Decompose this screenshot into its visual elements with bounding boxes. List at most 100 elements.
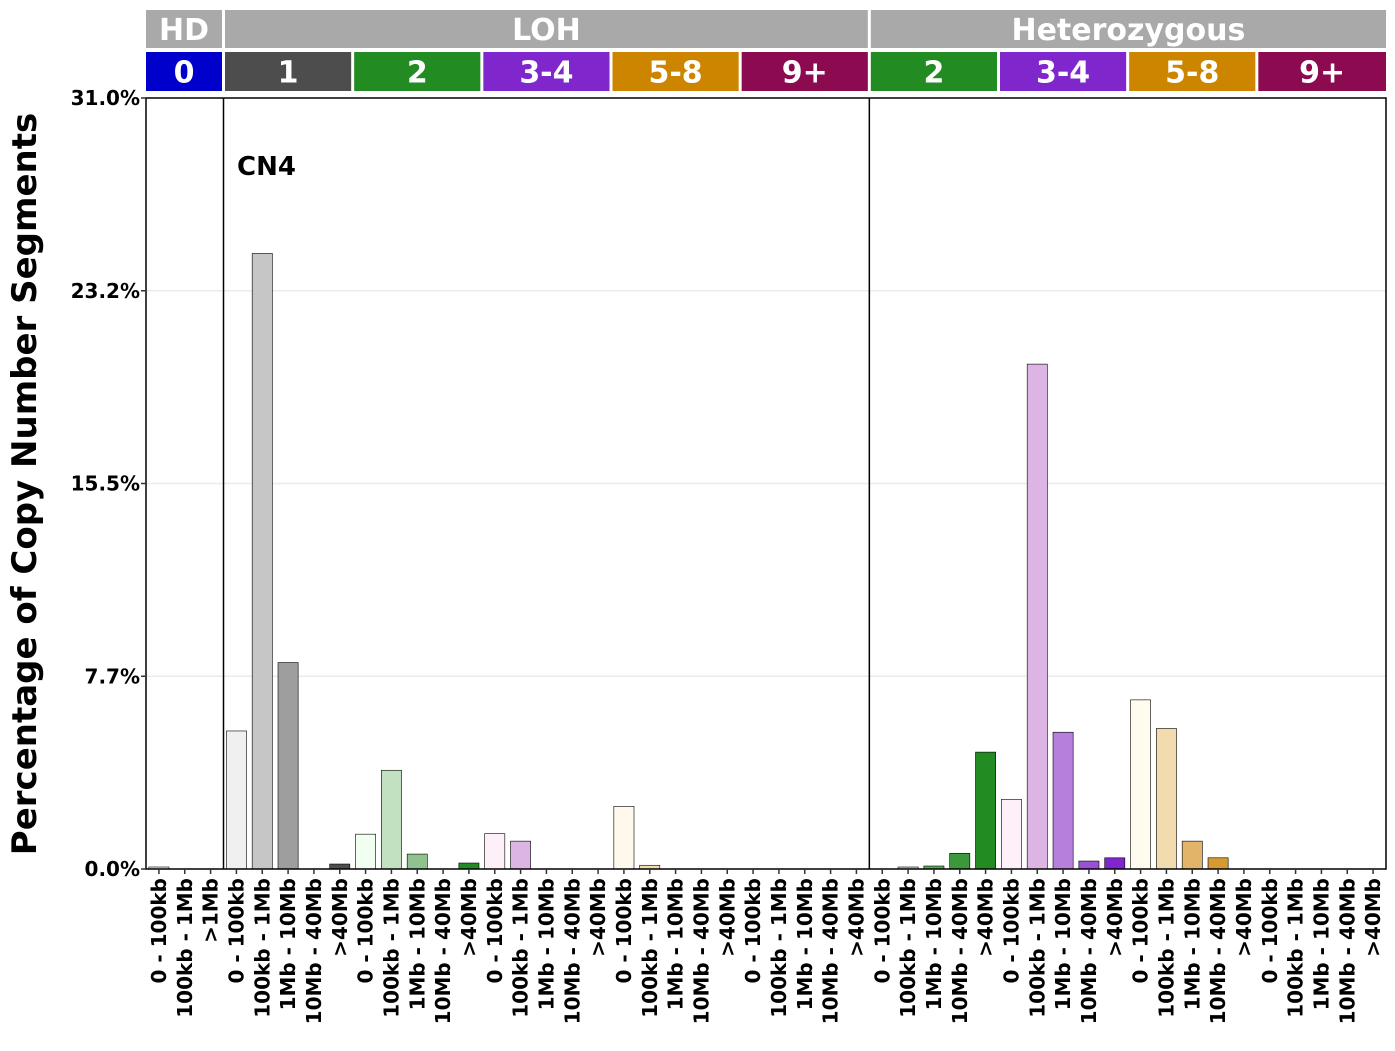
x-tick-label: 1Mb - 10Mb <box>1051 878 1075 1010</box>
x-tick-label: 10Mb - 40Mb <box>431 878 455 1024</box>
facet-strips: HD LOH Heterozygous 0 1 2 3-4 5-8 9+ 2 3-4 5-8 9+ <box>146 10 1386 91</box>
x-tick-label: 10Mb - 40Mb <box>819 878 843 1024</box>
x-tick-label: 100kb - 1Mb <box>1284 878 1308 1018</box>
bar <box>1001 799 1022 870</box>
top-strip-label: HD <box>159 13 209 48</box>
x-tick-label: >40Mb <box>715 878 739 957</box>
x-tick-label: 10Mb - 40Mb <box>560 878 584 1024</box>
sub-strip-label: 3-4 <box>1036 56 1090 91</box>
x-tick-label: 10Mb - 40Mb <box>1206 878 1230 1024</box>
x-axis: 0 - 100kb 100kb - 1Mb >1Mb 0 - 100kb 100kb -… <box>147 869 1385 1024</box>
x-tick-label: 0 - 100kb <box>354 878 378 984</box>
sub-strip-label: 2 <box>407 56 428 91</box>
bar <box>406 853 428 870</box>
top-strip-0 <box>146 10 222 48</box>
x-tick-label: 100kb - 1Mb <box>638 878 662 1018</box>
bar <box>1052 731 1074 870</box>
grid-lines <box>146 290 1386 677</box>
sub-strip-label: 9+ <box>782 56 828 91</box>
sub-strip-1 <box>225 52 352 91</box>
x-tick-label: 0 - 100kb <box>612 878 636 984</box>
top-strip-label: Heterozygous <box>1011 13 1245 48</box>
x-tick-label: 100kb - 1Mb <box>767 878 791 1018</box>
y-tick-label: 7.7% <box>85 664 140 688</box>
x-tick-label: 0 - 100kb <box>147 878 171 984</box>
bar <box>251 253 273 870</box>
y-tick-label: 23.2% <box>71 279 140 303</box>
bar <box>1078 860 1100 870</box>
sub-strip-0 <box>146 52 222 91</box>
x-tick-label: 0 - 100kb <box>483 878 507 984</box>
x-tick-label: 1Mb - 10Mb <box>405 878 429 1010</box>
top-strip-2 <box>870 10 1386 48</box>
sub-strip-label: 1 <box>278 56 299 91</box>
bar <box>1207 857 1229 870</box>
x-tick-label: 10Mb - 40Mb <box>948 878 972 1024</box>
x-tick-label: >40Mb <box>586 878 610 957</box>
bar <box>949 853 971 870</box>
sub-strip-label: 0 <box>174 56 195 91</box>
sub-strip-2 <box>354 52 481 91</box>
y-tick-label: 15.5% <box>71 472 140 496</box>
x-tick-label: >40Mb <box>844 878 868 957</box>
x-tick-label: 100kb - 1Mb <box>250 878 274 1018</box>
x-tick-label: 0 - 100kb <box>1258 878 1282 984</box>
bar <box>975 751 996 870</box>
x-tick-label: 100kb - 1Mb <box>896 878 920 1018</box>
x-tick-label: 10Mb - 40Mb <box>1077 878 1101 1024</box>
bars <box>148 253 1229 870</box>
x-tick-label: 1Mb - 10Mb <box>276 878 300 1010</box>
x-tick-label: 1Mb - 10Mb <box>1180 878 1204 1010</box>
x-tick-label: 0 - 100kb <box>224 878 248 984</box>
sub-strip-7 <box>1000 52 1127 91</box>
x-tick-label: 1Mb - 10Mb <box>793 878 817 1010</box>
sub-strip-5 <box>741 52 868 91</box>
bar <box>277 662 299 870</box>
x-tick-label: 100kb - 1Mb <box>379 878 403 1018</box>
x-tick-label: >40Mb <box>1361 878 1385 957</box>
x-tick-label: >40Mb <box>1232 878 1256 957</box>
x-tick-label: 0 - 100kb <box>999 878 1023 984</box>
sub-strip-label: 2 <box>923 56 944 91</box>
x-tick-label: 10Mb - 40Mb <box>1335 878 1359 1024</box>
sub-strip-6 <box>870 52 997 91</box>
bar <box>226 730 247 870</box>
bar <box>484 833 506 870</box>
bar <box>1104 857 1126 870</box>
sub-strip-8 <box>1129 52 1256 91</box>
top-strip-label: LOH <box>512 13 581 48</box>
sub-strip-9 <box>1258 52 1386 91</box>
bar <box>1181 840 1203 870</box>
x-tick-label: 100kb - 1Mb <box>173 878 197 1018</box>
x-tick-label: 100kb - 1Mb <box>1154 878 1178 1018</box>
sub-strip-label: 3-4 <box>519 56 573 91</box>
x-tick-label: 1Mb - 10Mb <box>922 878 946 1010</box>
y-axis: 0.0% 7.7% 15.5% 23.2% 31.0% <box>71 86 146 881</box>
sub-strip-3 <box>483 52 610 91</box>
x-tick-label: >40Mb <box>328 878 352 957</box>
sub-strip-4 <box>612 52 739 91</box>
x-tick-label: >40Mb <box>1103 878 1127 957</box>
x-tick-label: 0 - 100kb <box>741 878 765 984</box>
bar <box>1156 728 1177 870</box>
sub-strip-label: 9+ <box>1299 56 1345 91</box>
x-tick-label: >40Mb <box>974 878 998 957</box>
x-tick-label: 10Mb - 40Mb <box>689 878 713 1024</box>
x-tick-label: 100kb - 1Mb <box>509 878 533 1018</box>
x-tick-label: 1Mb - 10Mb <box>664 878 688 1010</box>
x-tick-label: 10Mb - 40Mb <box>302 878 326 1024</box>
x-tick-label: 0 - 100kb <box>870 878 894 984</box>
sub-strip-label: 5-8 <box>1165 56 1219 91</box>
bar <box>1130 699 1151 870</box>
x-tick-label: 1Mb - 10Mb <box>534 878 558 1010</box>
x-tick-label: 1Mb - 10Mb <box>1309 878 1333 1010</box>
bar <box>458 862 480 870</box>
top-strip-1 <box>225 10 868 48</box>
chart-annotation: CN4 <box>237 152 296 182</box>
y-tick-label: 0.0% <box>85 857 140 881</box>
y-tick-label: 31.0% <box>71 86 140 110</box>
plot-frame <box>145 97 1387 870</box>
bar <box>1026 363 1048 870</box>
x-tick-label: >40Mb <box>457 878 481 957</box>
